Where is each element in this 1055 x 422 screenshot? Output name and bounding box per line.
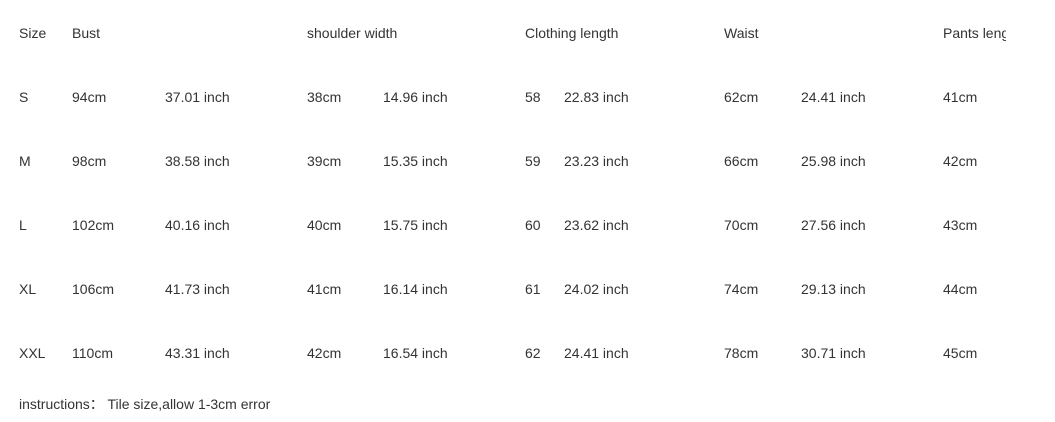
table-cell: 78cm <box>724 345 759 361</box>
table-cell: 22.83 inch <box>564 89 629 105</box>
table-cell: 37.01 inch <box>165 89 230 105</box>
table-cell: 61 <box>525 281 541 297</box>
table-cell: 44cm <box>943 281 978 297</box>
column-header: Clothing length <box>525 25 619 41</box>
column-header: Bust <box>72 25 101 41</box>
column-header: shoulder width <box>307 25 398 41</box>
table-cell: 16.14 inch <box>383 281 448 297</box>
table-cell: 40.16 inch <box>165 217 230 233</box>
table-cell: 40cm <box>307 217 342 233</box>
table-cell: 24.41 inch <box>801 89 866 105</box>
table-cell: 14.96 inch <box>383 89 448 105</box>
size-chart-table: Size Bust shoulder width Clothing length Wai… <box>19 25 1006 361</box>
table-cell: 23.62 inch <box>564 217 629 233</box>
table-cell: 58 <box>525 89 541 105</box>
table-cell: 29.13 inch <box>801 281 866 297</box>
table-cell: 45cm <box>943 345 978 361</box>
table-cell: 41cm <box>307 281 342 297</box>
table-cell: 42cm <box>307 345 342 361</box>
table-cell: 41.73 inch <box>165 281 230 297</box>
table-cell: 70cm <box>724 217 759 233</box>
table-cell: 42cm <box>943 153 978 169</box>
table-cell: 16.54 inch <box>383 345 448 361</box>
table-cell: XXL <box>19 345 46 361</box>
table-cell: 23.23 inch <box>564 153 629 169</box>
table-cell: 15.35 inch <box>383 153 448 169</box>
table-cell: M <box>19 153 31 169</box>
table-cell: 24.02 inch <box>564 281 629 297</box>
column-header: Pants length <box>943 25 1006 41</box>
instructions-note: instructions： Tile size,allow 1-3cm erro… <box>19 396 271 412</box>
table-cell: 62 <box>525 345 541 361</box>
table-cell: 38cm <box>307 89 342 105</box>
column-header: Size <box>19 25 47 41</box>
table-cell: 43cm <box>943 217 978 233</box>
table-cell: L <box>19 217 27 233</box>
table-cell: XL <box>19 281 37 297</box>
table-cell: 15.75 inch <box>383 217 448 233</box>
table-cell: 38.58 inch <box>165 153 230 169</box>
table-cell: 27.56 inch <box>801 217 866 233</box>
table-cell: 60 <box>525 217 541 233</box>
table-cell: 102cm <box>72 217 115 233</box>
table-cell: 98cm <box>72 153 107 169</box>
table-cell: 62cm <box>724 89 759 105</box>
table-cell: S <box>19 89 29 105</box>
table-cell: 39cm <box>307 153 342 169</box>
table-cell: 66cm <box>724 153 759 169</box>
table-cell: 110cm <box>72 345 113 361</box>
table-cell: 43.31 inch <box>165 345 230 361</box>
table-cell: 94cm <box>72 89 107 105</box>
table-cell: 106cm <box>72 281 115 297</box>
table-cell: 24.41 inch <box>564 345 629 361</box>
column-header: Waist <box>724 25 759 41</box>
table-cell: 25.98 inch <box>801 153 866 169</box>
table-cell: 41cm <box>943 89 978 105</box>
table-cell: 30.71 inch <box>801 345 866 361</box>
table-cell: 59 <box>525 153 541 169</box>
table-cell: 74cm <box>724 281 759 297</box>
